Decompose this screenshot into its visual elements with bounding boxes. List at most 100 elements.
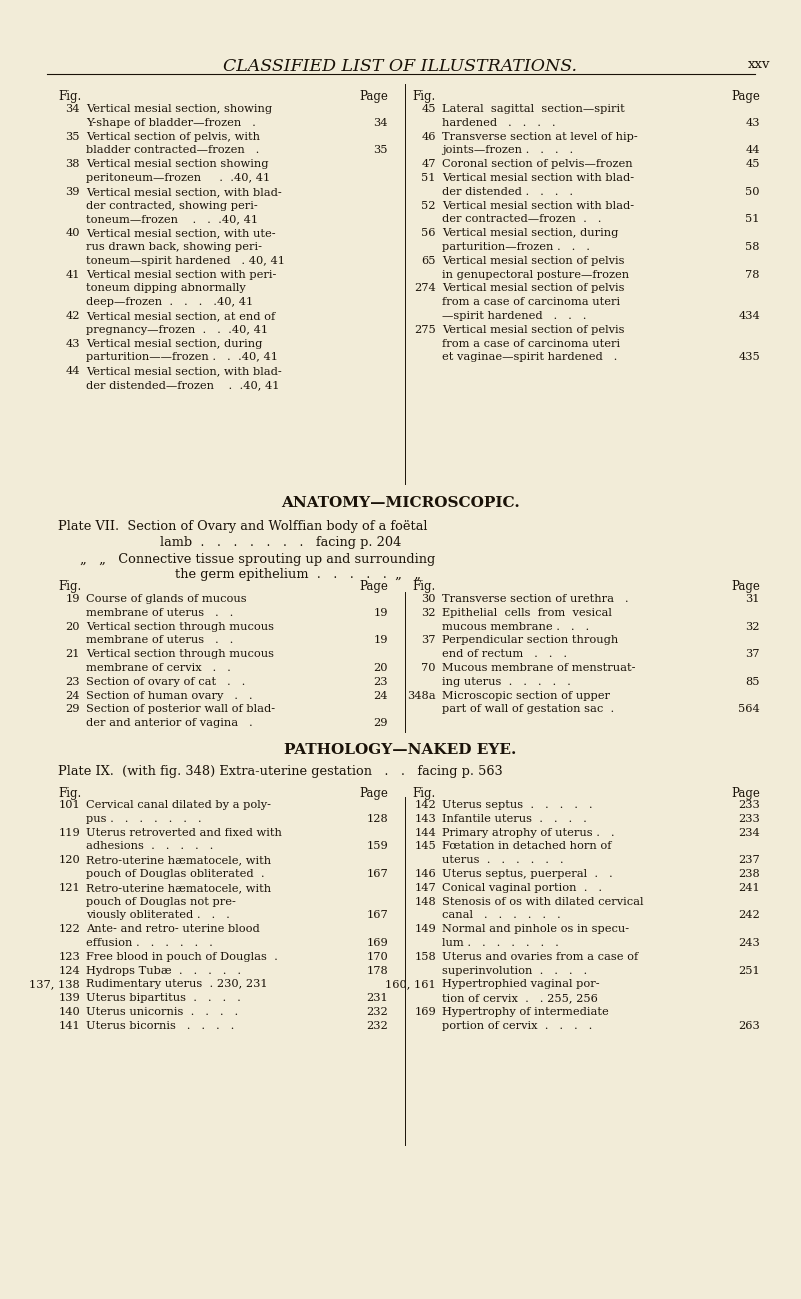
Text: et vaginae—spirit hardened   .: et vaginae—spirit hardened .: [442, 352, 618, 362]
Text: Page: Page: [359, 90, 388, 103]
Text: deep—frozen  .   .   .   .40, 41: deep—frozen . . . .40, 41: [86, 297, 253, 307]
Text: Hydrops Tubæ  .   .   .   .   .: Hydrops Tubæ . . . . .: [86, 965, 241, 976]
Text: 32: 32: [746, 622, 760, 631]
Text: 34: 34: [373, 118, 388, 127]
Text: Ante- and retro- uterine blood: Ante- and retro- uterine blood: [86, 924, 260, 934]
Text: 40: 40: [66, 229, 80, 238]
Text: der distended .   .   .   .: der distended . . . .: [442, 187, 574, 197]
Text: 37: 37: [421, 635, 436, 646]
Text: —spirit hardened   .   .   .: —spirit hardened . . .: [442, 310, 586, 321]
Text: Transverse section of urethra   .: Transverse section of urethra .: [442, 594, 629, 604]
Text: 159: 159: [366, 842, 388, 851]
Text: 178: 178: [366, 965, 388, 976]
Text: 44: 44: [746, 145, 760, 156]
Text: Plate IX.  (with fig. 348) Extra-uterine gestation   .   .   facing p. 563: Plate IX. (with fig. 348) Extra-uterine …: [58, 765, 503, 778]
Text: 232: 232: [366, 1021, 388, 1031]
Text: 348a: 348a: [408, 691, 436, 700]
Text: 144: 144: [414, 827, 436, 838]
Text: 564: 564: [739, 704, 760, 714]
Text: membrane of uterus   .   .: membrane of uterus . .: [86, 635, 233, 646]
Text: Vertical mesial section, with blad-: Vertical mesial section, with blad-: [86, 187, 282, 197]
Text: hardened   .   .   .   .: hardened . . . .: [442, 118, 556, 127]
Text: 232: 232: [366, 1007, 388, 1017]
Text: Page: Page: [731, 90, 760, 103]
Text: „   „   Connective tissue sprouting up and surrounding: „ „ Connective tissue sprouting up and s…: [80, 553, 435, 566]
Text: Fig.: Fig.: [412, 579, 435, 594]
Text: from a case of carcinoma uteri: from a case of carcinoma uteri: [442, 339, 620, 348]
Text: Plate VII.  Section of Ovary and Wolffian body of a foëtal: Plate VII. Section of Ovary and Wolffian…: [58, 520, 428, 533]
Text: 124: 124: [58, 965, 80, 976]
Text: Conical vaginal portion  .   .: Conical vaginal portion . .: [442, 883, 602, 892]
Text: pus .   .   .   .   .   .   .: pus . . . . . . .: [86, 813, 202, 824]
Text: Vertical mesial section of pelvis: Vertical mesial section of pelvis: [442, 283, 625, 294]
Text: 141: 141: [58, 1021, 80, 1031]
Text: 237: 237: [739, 855, 760, 865]
Text: 19: 19: [373, 635, 388, 646]
Text: 231: 231: [366, 994, 388, 1003]
Text: 56: 56: [421, 229, 436, 238]
Text: Fig.: Fig.: [58, 787, 81, 800]
Text: 41: 41: [66, 270, 80, 279]
Text: Uterus bicornis   .   .   .   .: Uterus bicornis . . . .: [86, 1021, 235, 1031]
Text: 29: 29: [373, 718, 388, 729]
Text: parturition——frozen .   .  .40, 41: parturition——frozen . . .40, 41: [86, 352, 278, 362]
Text: 167: 167: [366, 869, 388, 879]
Text: 29: 29: [66, 704, 80, 714]
Text: 35: 35: [66, 131, 80, 142]
Text: Stenosis of os with dilated cervical: Stenosis of os with dilated cervical: [442, 896, 643, 907]
Text: PATHOLOGY—NAKED EYE.: PATHOLOGY—NAKED EYE.: [284, 743, 517, 757]
Text: 169: 169: [414, 1007, 436, 1017]
Text: 42: 42: [66, 310, 80, 321]
Text: 46: 46: [421, 131, 436, 142]
Text: Vertical mesial section with blad-: Vertical mesial section with blad-: [442, 200, 634, 210]
Text: 39: 39: [66, 187, 80, 197]
Text: 275: 275: [414, 325, 436, 335]
Text: Uterus bipartitus  .   .   .   .: Uterus bipartitus . . . .: [86, 994, 241, 1003]
Text: Page: Page: [359, 787, 388, 800]
Text: Vertical section through mucous: Vertical section through mucous: [86, 650, 274, 659]
Text: 119: 119: [58, 827, 80, 838]
Text: 149: 149: [414, 924, 436, 934]
Text: Perpendicular section through: Perpendicular section through: [442, 635, 618, 646]
Text: membrane of cervix   .   .: membrane of cervix . .: [86, 662, 231, 673]
Text: ing uterus  .   .   .   .   .: ing uterus . . . . .: [442, 677, 571, 687]
Text: 52: 52: [421, 200, 436, 210]
Text: 51: 51: [421, 173, 436, 183]
Text: Vertical section through mucous: Vertical section through mucous: [86, 622, 274, 631]
Text: Hypertrophy of intermediate: Hypertrophy of intermediate: [442, 1007, 609, 1017]
Text: 123: 123: [58, 952, 80, 961]
Text: viously obliterated .   .   .: viously obliterated . . .: [86, 911, 230, 921]
Text: 51: 51: [746, 214, 760, 225]
Text: pouch of Douglas obliterated  .: pouch of Douglas obliterated .: [86, 869, 264, 879]
Text: 160, 161: 160, 161: [385, 979, 436, 990]
Text: CLASSIFIED LIST OF ILLUSTRATIONS.: CLASSIFIED LIST OF ILLUSTRATIONS.: [223, 58, 577, 75]
Text: bladder contracted—frozen   .: bladder contracted—frozen .: [86, 145, 260, 156]
Text: der distended—frozen    .  .40, 41: der distended—frozen . .40, 41: [86, 381, 280, 390]
Text: 169: 169: [366, 938, 388, 948]
Text: 241: 241: [739, 883, 760, 892]
Text: lum .   .   .   .   .   .   .: lum . . . . . . .: [442, 938, 559, 948]
Text: part of wall of gestation sac  .: part of wall of gestation sac .: [442, 704, 614, 714]
Text: Fig.: Fig.: [58, 579, 81, 594]
Text: der contracted, showing peri-: der contracted, showing peri-: [86, 200, 258, 210]
Text: 23: 23: [66, 677, 80, 687]
Text: 43: 43: [66, 339, 80, 348]
Text: end of rectum   .   .   .: end of rectum . . .: [442, 650, 567, 659]
Text: 233: 233: [739, 813, 760, 824]
Text: Y-shape of bladder—frozen   .: Y-shape of bladder—frozen .: [86, 118, 256, 127]
Text: 251: 251: [739, 965, 760, 976]
Text: 242: 242: [739, 911, 760, 921]
Text: 24: 24: [373, 691, 388, 700]
Text: uterus  .   .   .   .   .   .: uterus . . . . . .: [442, 855, 564, 865]
Text: 170: 170: [366, 952, 388, 961]
Text: 143: 143: [414, 813, 436, 824]
Text: canal   .   .   .   .   .   .: canal . . . . . .: [442, 911, 561, 921]
Text: 31: 31: [746, 594, 760, 604]
Text: Course of glands of mucous: Course of glands of mucous: [86, 594, 247, 604]
Text: Uterus retroverted and fixed with: Uterus retroverted and fixed with: [86, 827, 282, 838]
Text: toneum—frozen    .   .  .40, 41: toneum—frozen . . .40, 41: [86, 214, 258, 225]
Text: 19: 19: [66, 594, 80, 604]
Text: tion of cervix  .   . 255, 256: tion of cervix . . 255, 256: [442, 994, 598, 1003]
Text: Vertical mesial section, during: Vertical mesial section, during: [442, 229, 618, 238]
Text: toneum dipping abnormally: toneum dipping abnormally: [86, 283, 246, 294]
